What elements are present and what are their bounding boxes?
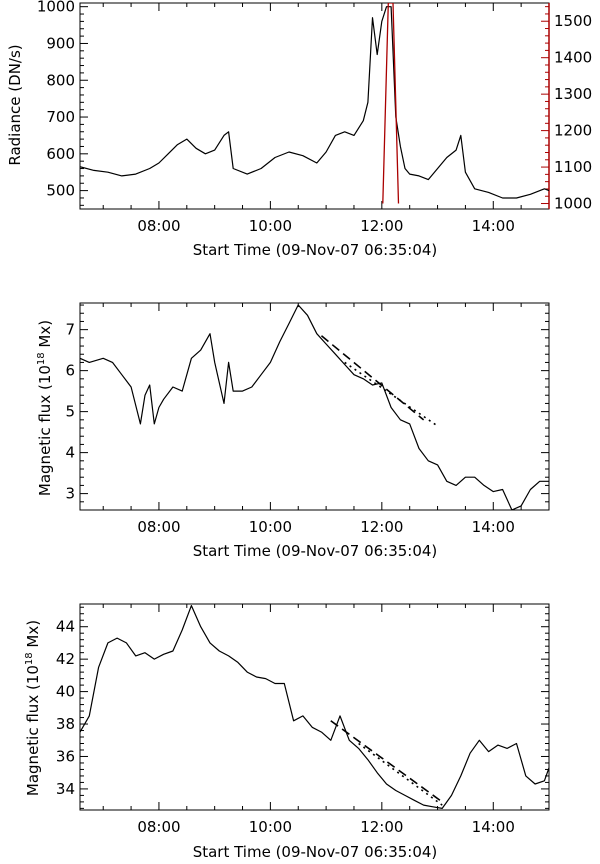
y-tick-label: 42 [56,650,75,668]
y2-tick-label: 1500 [554,12,592,30]
x-tick-label: 08:00 [137,217,180,235]
y-tick-label: 500 [46,182,75,200]
x-tick-label: 12:00 [360,518,403,536]
y-tick-label: 5 [65,403,75,421]
panel-2-ylabel-tail: Mx) [36,320,54,352]
y-tick-label: 1000 [37,0,75,16]
magnetic-flux-panel-2: Magnetic flux (1018 Mx) Start Time (09-N… [24,603,550,861]
y-tick-label: 40 [56,683,75,701]
y2-tick-label: 1200 [554,122,592,140]
y-tick-label: 600 [46,145,75,163]
x-tick-label: 08:00 [137,818,180,836]
y-tick-label: 44 [56,618,75,636]
x-tick-label: 14:00 [472,217,515,235]
panel-3-ylabel-main: Magnetic flux (10 [24,665,42,796]
dashed-fit-line [330,720,443,803]
x-tick-label: 08:00 [137,518,180,536]
y2-tick-label: 1100 [554,158,592,176]
y-tick-label: 6 [65,362,75,380]
y-tick-label: 36 [56,747,75,765]
x-tick-label: 10:00 [249,518,292,536]
y2-tick-label: 1300 [554,85,592,103]
y2-tick-label: 1400 [554,49,592,67]
panel-2-ylabel-sup: 18 [36,352,47,365]
panel-1-xlabel: Start Time (09-Nov-07 06:35:04) [193,241,438,259]
y-tick-label: 4 [65,444,75,462]
panel-2-ylabel-main: Magnetic flux (10 [36,365,54,496]
y-tick-label: 900 [46,34,75,52]
plot-frame [79,2,550,210]
panel-2-xlabel: Start Time (09-Nov-07 06:35:04) [193,542,438,560]
magnetic-flux-panel-1: Magnetic flux (1018 Mx) Start Time (09-N… [36,302,550,560]
data-series-line [80,6,549,199]
red-series-line [382,3,400,204]
dotted-fit-line [344,361,439,427]
x-tick-label: 14:00 [472,518,515,536]
x-tick-label: 10:00 [249,217,292,235]
data-series-line [80,604,549,810]
radiance-panel: Radiance (DN/s) Start Time (09-Nov-07 06… [6,0,592,259]
plot-frame [79,603,550,811]
panel-3-ylabel-tail: Mx) [24,620,42,652]
x-tick-label: 10:00 [249,818,292,836]
panel-3-ylabel: Magnetic flux (1018 Mx) [24,620,42,796]
panel-3-xlabel: Start Time (09-Nov-07 06:35:04) [193,843,438,861]
plot-frame [79,302,550,511]
panel-2-ylabel: Magnetic flux (1018 Mx) [36,320,54,496]
dashed-fit-line [320,335,425,421]
panel-3-ylabel-sup: 18 [24,652,35,665]
y-tick-label: 700 [46,108,75,126]
y-tick-label: 800 [46,71,75,89]
y-tick-label: 34 [56,780,75,798]
y2-tick-label: 1000 [554,195,592,213]
y-tick-label: 3 [65,485,75,503]
y-tick-label: 7 [65,321,75,339]
x-tick-label: 12:00 [360,818,403,836]
y-tick-label: 38 [56,715,75,733]
x-tick-label: 14:00 [472,818,515,836]
data-series-line [80,304,549,510]
x-tick-label: 12:00 [360,217,403,235]
dotted-fit-line [358,742,443,806]
panel-1-ylabel: Radiance (DN/s) [6,44,24,165]
